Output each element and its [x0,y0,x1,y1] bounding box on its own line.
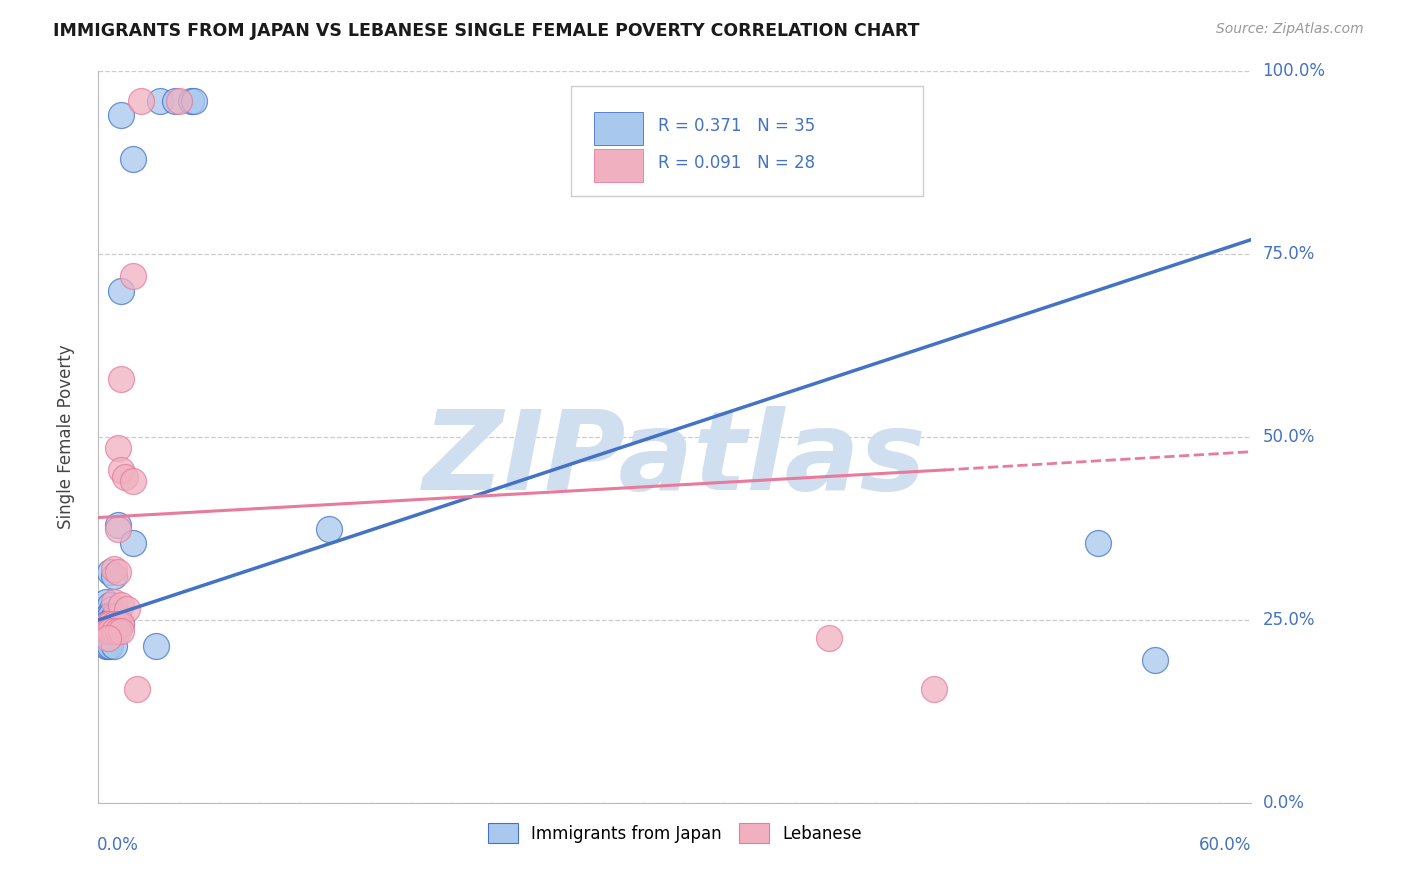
Point [103,562,125,576]
Point [107,566,129,580]
Point [165,94,187,108]
Point [98,624,121,638]
Point [98,566,121,580]
Point [103,639,125,653]
Text: 75.0%: 75.0% [1263,245,1315,263]
Point [817,632,839,646]
Point [97,616,120,631]
Point [97,639,120,653]
Point [145,639,167,653]
Point [183,94,205,108]
Point [98,616,121,631]
Text: 100.0%: 100.0% [1263,62,1326,80]
Legend: Immigrants from Japan, Lebanese: Immigrants from Japan, Lebanese [481,817,869,849]
Point [110,108,132,122]
Point [103,609,125,624]
Point [97,616,120,631]
Point [110,616,132,631]
Text: IMMIGRANTS FROM JAPAN VS LEBANESE SINGLE FEMALE POVERTY CORRELATION CHART: IMMIGRANTS FROM JAPAN VS LEBANESE SINGLE… [53,22,920,40]
Point [122,269,145,284]
Point [107,521,129,535]
Point [110,624,132,638]
FancyBboxPatch shape [595,149,643,182]
Point [110,463,132,477]
Text: 0.0%: 0.0% [1263,794,1305,812]
Point [101,602,124,616]
Point [110,616,132,631]
Point [94,594,117,608]
Point [97,609,120,624]
Point [107,441,129,455]
Point [97,624,120,638]
Point [103,616,125,631]
Point [110,284,132,298]
Point [122,536,145,550]
Point [318,521,340,535]
Point [98,599,121,613]
Text: R = 0.371   N = 35: R = 0.371 N = 35 [658,117,815,136]
Y-axis label: Single Female Poverty: Single Female Poverty [56,345,75,529]
Point [94,624,117,638]
Point [107,616,129,631]
Point [1144,653,1167,667]
Point [125,682,148,697]
Point [94,639,117,653]
Point [103,569,125,583]
Point [98,616,121,631]
Point [107,517,129,532]
Point [107,616,129,631]
FancyBboxPatch shape [595,112,643,145]
Point [1087,536,1109,550]
Point [122,152,145,166]
Point [94,616,117,631]
Text: Source: ZipAtlas.com: Source: ZipAtlas.com [1216,22,1364,37]
Point [167,94,190,108]
Point [98,624,121,638]
Point [98,639,121,653]
Point [122,474,145,488]
Point [924,682,946,697]
Point [98,609,121,624]
Point [107,609,129,624]
Point [97,624,120,638]
Point [110,599,132,613]
Point [117,602,139,616]
Text: R = 0.091   N = 28: R = 0.091 N = 28 [658,153,814,172]
Text: ZIPatlas: ZIPatlas [423,406,927,513]
Point [103,624,125,638]
Point [103,616,125,631]
Point [149,94,172,108]
Text: 50.0%: 50.0% [1263,428,1315,446]
Text: 25.0%: 25.0% [1263,611,1315,629]
Point [103,594,125,608]
Point [180,94,202,108]
Point [107,624,129,638]
Point [97,632,120,646]
Point [129,94,152,108]
Point [114,470,136,484]
FancyBboxPatch shape [571,86,922,195]
Point [110,371,132,385]
Text: 0.0%: 0.0% [97,836,139,854]
Text: 60.0%: 60.0% [1199,836,1251,854]
